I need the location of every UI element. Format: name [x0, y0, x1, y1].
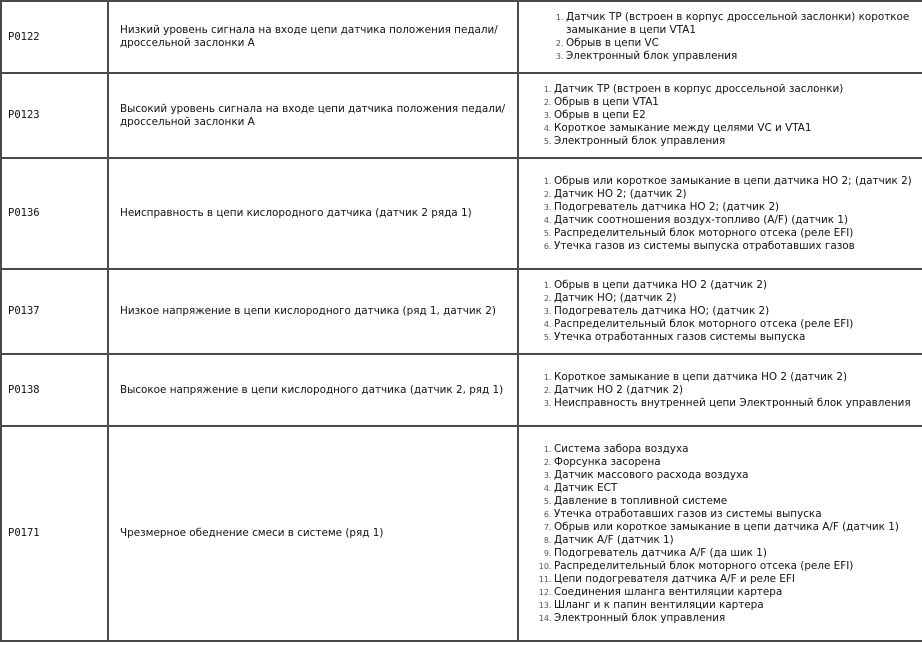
- cause-item: Обрыв в цепи датчика HO 2 (датчик 2): [554, 279, 922, 292]
- cause-item: Электронный блок управления: [554, 612, 922, 625]
- cause-item: Обрыв в цепи E2: [554, 109, 922, 122]
- error-description: Высокий уровень сигнала на входе цепи да…: [107, 72, 519, 159]
- cause-item: Датчик TP (встроен в корпус дроссельной …: [566, 11, 922, 37]
- causes-cell: Датчик TP (встроен в корпус дроссельной …: [517, 0, 922, 74]
- cause-item: Датчик ECT: [554, 482, 922, 495]
- cause-item: Утечка газов из системы выпуска отработа…: [554, 240, 922, 253]
- cause-item: Давление в топливной системе: [554, 495, 922, 508]
- cause-item: Распределительный блок моторного отсека …: [554, 560, 922, 573]
- cause-item: Датчик массового расхода воздуха: [554, 469, 922, 482]
- cause-item: Система забора воздуха: [554, 443, 922, 456]
- causes-list: Система забора воздухаФорсунка засоренаД…: [519, 443, 922, 625]
- table-row: P0138 Высокое напряжение в цепи кислородн…: [0, 353, 922, 427]
- cause-item: Обрыв или короткое замыкание в цепи датч…: [554, 175, 922, 188]
- cause-item: Электронный блок управления: [554, 135, 922, 148]
- table-row: P0123 Высокий уровень сигнала на входе це…: [0, 72, 922, 159]
- error-description: Высокое напряжение в цепи кислородного д…: [107, 353, 519, 427]
- causes-cell: Обрыв в цепи датчика HO 2 (датчик 2)Датч…: [517, 268, 922, 355]
- table-row: P0136 Неисправность в цепи кислородного д…: [0, 157, 922, 270]
- cause-item: Подогреватель датчика A/F (да шик 1): [554, 547, 922, 560]
- causes-cell: Обрыв или короткое замыкание в цепи датч…: [517, 157, 922, 270]
- cause-item: Датчик HO; (датчик 2): [554, 292, 922, 305]
- causes-cell: Система забора воздухаФорсунка засоренаД…: [517, 425, 922, 642]
- cause-item: Электронный блок управления: [566, 50, 922, 63]
- cause-item: Обрыв в цепи VTA1: [554, 96, 922, 109]
- cause-item: Утечка отработанных газов системы выпуск…: [554, 331, 922, 344]
- table-row: P0122 Низкий уровень сигнала на входе цеп…: [0, 0, 922, 74]
- cause-item: Утечка отработавших газов из системы вып…: [554, 508, 922, 521]
- causes-cell: Датчик TP (встроен в корпус дроссельной …: [517, 72, 922, 159]
- cause-item: Цепи подогревателя датчика A/F и реле EF…: [554, 573, 922, 586]
- error-code: P0123: [0, 72, 109, 159]
- cause-item: Датчик соотношения воздух-топливо (A/F) …: [554, 214, 922, 227]
- cause-item: Подогреватель датчика HO; (датчик 2): [554, 305, 922, 318]
- error-code: P0171: [0, 425, 109, 642]
- cause-item: Обрыв в цепи VC: [566, 37, 922, 50]
- cause-item: Форсунка засорена: [554, 456, 922, 469]
- error-code: P0138: [0, 353, 109, 427]
- cause-item: Датчик HO 2; (датчик 2): [554, 188, 922, 201]
- causes-list: Датчик TP (встроен в корпус дроссельной …: [519, 83, 922, 148]
- error-code: P0122: [0, 0, 109, 74]
- table-row: P0171 Чрезмерное обеднение смеси в систем…: [0, 425, 922, 642]
- table-row: P0137 Низкое напряжение в цепи кислородно…: [0, 268, 922, 355]
- cause-item: Обрыв или короткое замыкание в цепи датч…: [554, 521, 922, 534]
- causes-list: Датчик TP (встроен в корпус дроссельной …: [519, 11, 922, 63]
- error-description: Неисправность в цепи кислородного датчик…: [107, 157, 519, 270]
- error-code: P0137: [0, 268, 109, 355]
- causes-list: Обрыв в цепи датчика HO 2 (датчик 2)Датч…: [519, 279, 922, 344]
- cause-item: Короткое замыкание между целями VC и VTA…: [554, 122, 922, 135]
- cause-item: Соединения шланга вентиляции картера: [554, 586, 922, 599]
- error-description: Чрезмерное обеднение смеси в системе (ря…: [107, 425, 519, 642]
- cause-item: Неисправность внутренней цепи Электронны…: [554, 397, 922, 410]
- cause-item: Распределительный блок моторного отсека …: [554, 227, 922, 240]
- error-description: Низкое напряжение в цепи кислородного да…: [107, 268, 519, 355]
- cause-item: Датчик HO 2 (датчик 2): [554, 384, 922, 397]
- cause-item: Датчик TP (встроен в корпус дроссельной …: [554, 83, 922, 96]
- cause-item: Шланг и к папин вентиляции картера: [554, 599, 922, 612]
- causes-list: Короткое замыкание в цепи датчика HO 2 (…: [519, 371, 922, 410]
- cause-item: Распределительный блок моторного отсека …: [554, 318, 922, 331]
- error-description: Низкий уровень сигнала на входе цепи дат…: [107, 0, 519, 74]
- cause-item: Датчик A/F (датчик 1): [554, 534, 922, 547]
- causes-cell: Короткое замыкание в цепи датчика HO 2 (…: [517, 353, 922, 427]
- cause-item: Подогреватель датчика HO 2; (датчик 2): [554, 201, 922, 214]
- causes-list: Обрыв или короткое замыкание в цепи датч…: [519, 175, 922, 253]
- error-code: P0136: [0, 157, 109, 270]
- cause-item: Короткое замыкание в цепи датчика HO 2 (…: [554, 371, 922, 384]
